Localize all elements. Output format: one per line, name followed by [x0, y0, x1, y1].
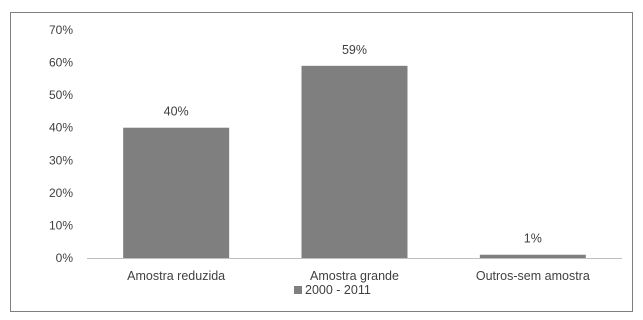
data-labels: 40% 59% 1% [164, 43, 542, 246]
bar [479, 254, 586, 258]
y-tick-label: 10% [49, 218, 73, 232]
y-axis-ticks: 0% 10% 20% 30% 40% 50% 60% 70% [49, 23, 73, 265]
bar-chart: 0% 10% 20% 30% 40% 50% 60% 70% 40% 59% 1% Amostra… [49, 23, 622, 297]
y-tick-label: 50% [49, 88, 73, 102]
bar [123, 127, 230, 258]
category-label: Amostra reduzida [127, 269, 225, 283]
category-labels: Amostra reduzida Amostra grande Outros-sem… [127, 269, 590, 283]
legend-label: 2000 - 2011 [305, 283, 371, 297]
y-tick-label: 20% [49, 186, 73, 200]
bar [301, 65, 408, 258]
legend-swatch [294, 286, 302, 294]
y-tick-label: 70% [49, 23, 73, 37]
data-label: 40% [164, 105, 189, 119]
legend: 2000 - 2011 [294, 283, 371, 297]
y-tick-label: 40% [49, 121, 73, 135]
data-label: 59% [342, 43, 367, 57]
bars [123, 65, 586, 258]
y-tick-label: 0% [56, 251, 74, 265]
category-label: Amostra grande [310, 269, 399, 283]
chart-frame: 0% 10% 20% 30% 40% 50% 60% 70% 40% 59% 1% Amostra… [10, 12, 633, 312]
data-label: 1% [524, 232, 542, 246]
y-tick-label: 30% [49, 153, 73, 167]
category-label: Outros-sem amostra [476, 269, 590, 283]
y-tick-label: 60% [49, 56, 73, 70]
